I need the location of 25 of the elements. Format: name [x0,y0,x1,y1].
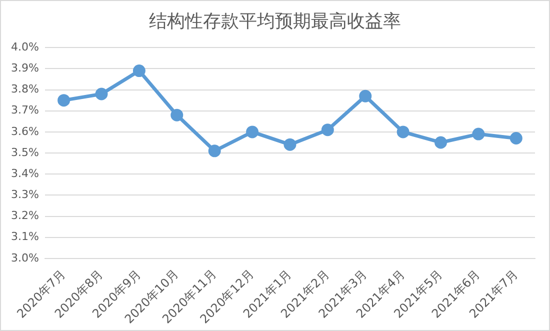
point [95,88,108,100]
y-tick-label: 4.0% [10,40,39,54]
y-tick-label: 3.9% [10,62,39,75]
point [434,136,448,149]
y-tick-label: 3.2% [10,209,39,222]
y-tick-label: 3.3% [10,188,39,202]
point [170,108,184,122]
point [359,90,372,102]
y-tick-label: 3.7% [10,104,39,117]
point [132,64,146,78]
y-tick-label: 3.8% [10,82,39,96]
y-tick-label: 3.1% [10,230,39,244]
point [321,124,334,136]
y-tick-label: 3.4% [10,166,39,180]
point [396,126,410,138]
point [246,126,259,138]
point [58,94,70,107]
y-tick-label: 3.6% [10,124,39,138]
point [510,132,522,145]
chart-title: 结构性存款平均预期最高收益率 [148,10,402,33]
y-tick-label: 3.5% [10,146,39,159]
y-tick-label: 3.0% [10,251,39,264]
point [208,144,221,158]
point [284,138,296,151]
point [472,128,485,140]
